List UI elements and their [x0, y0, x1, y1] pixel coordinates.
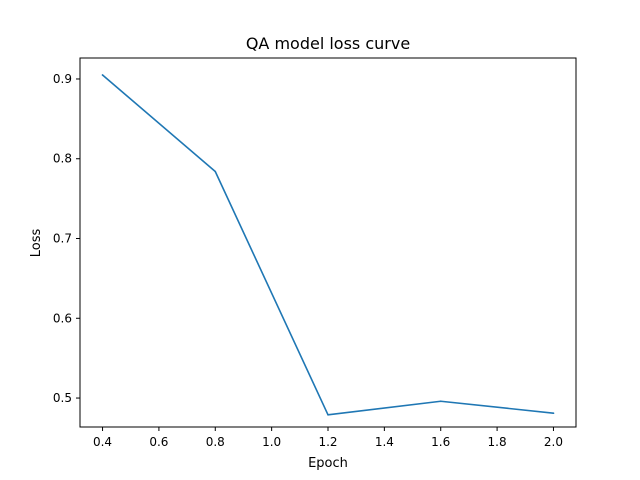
y-axis-label: Loss [29, 229, 44, 258]
x-axis-label: Epoch [308, 456, 348, 471]
chart-title: QA model loss curve [246, 34, 410, 53]
series-layer [101, 74, 555, 416]
x-tick-label: 1.2 [318, 435, 337, 449]
loss-data-point [214, 170, 217, 173]
y-axis-ticks: 0.5 0.6 0.7 0.8 0.9 [53, 72, 80, 405]
y-tick-label: 0.5 [53, 391, 72, 405]
y-tick-label: 0.9 [53, 72, 72, 86]
y-tick-label: 0.7 [53, 232, 72, 246]
loss-series-line [101, 74, 555, 416]
x-tick-label: 1.4 [375, 435, 394, 449]
x-tick-label: 0.4 [93, 435, 112, 449]
x-axis-ticks: 0.4 0.6 0.8 1.0 1.2 1.4 1.6 1.8 2.0 [93, 427, 563, 449]
y-tick-label: 0.8 [53, 152, 72, 166]
loss-data-point [327, 413, 329, 416]
x-tick-label: 1.8 [488, 435, 507, 449]
plot-frame [79, 57, 577, 428]
x-tick-label: 1.6 [431, 435, 450, 449]
loss-data-point [552, 412, 555, 415]
x-tick-label: 2.0 [544, 435, 563, 449]
y-tick-label: 0.6 [53, 311, 72, 325]
x-tick-label: 0.8 [206, 435, 225, 449]
x-tick-label: 1.0 [262, 435, 281, 449]
x-tick-label: 0.6 [149, 435, 168, 449]
loss-data-point [101, 74, 104, 76]
loss-data-point [439, 400, 442, 403]
